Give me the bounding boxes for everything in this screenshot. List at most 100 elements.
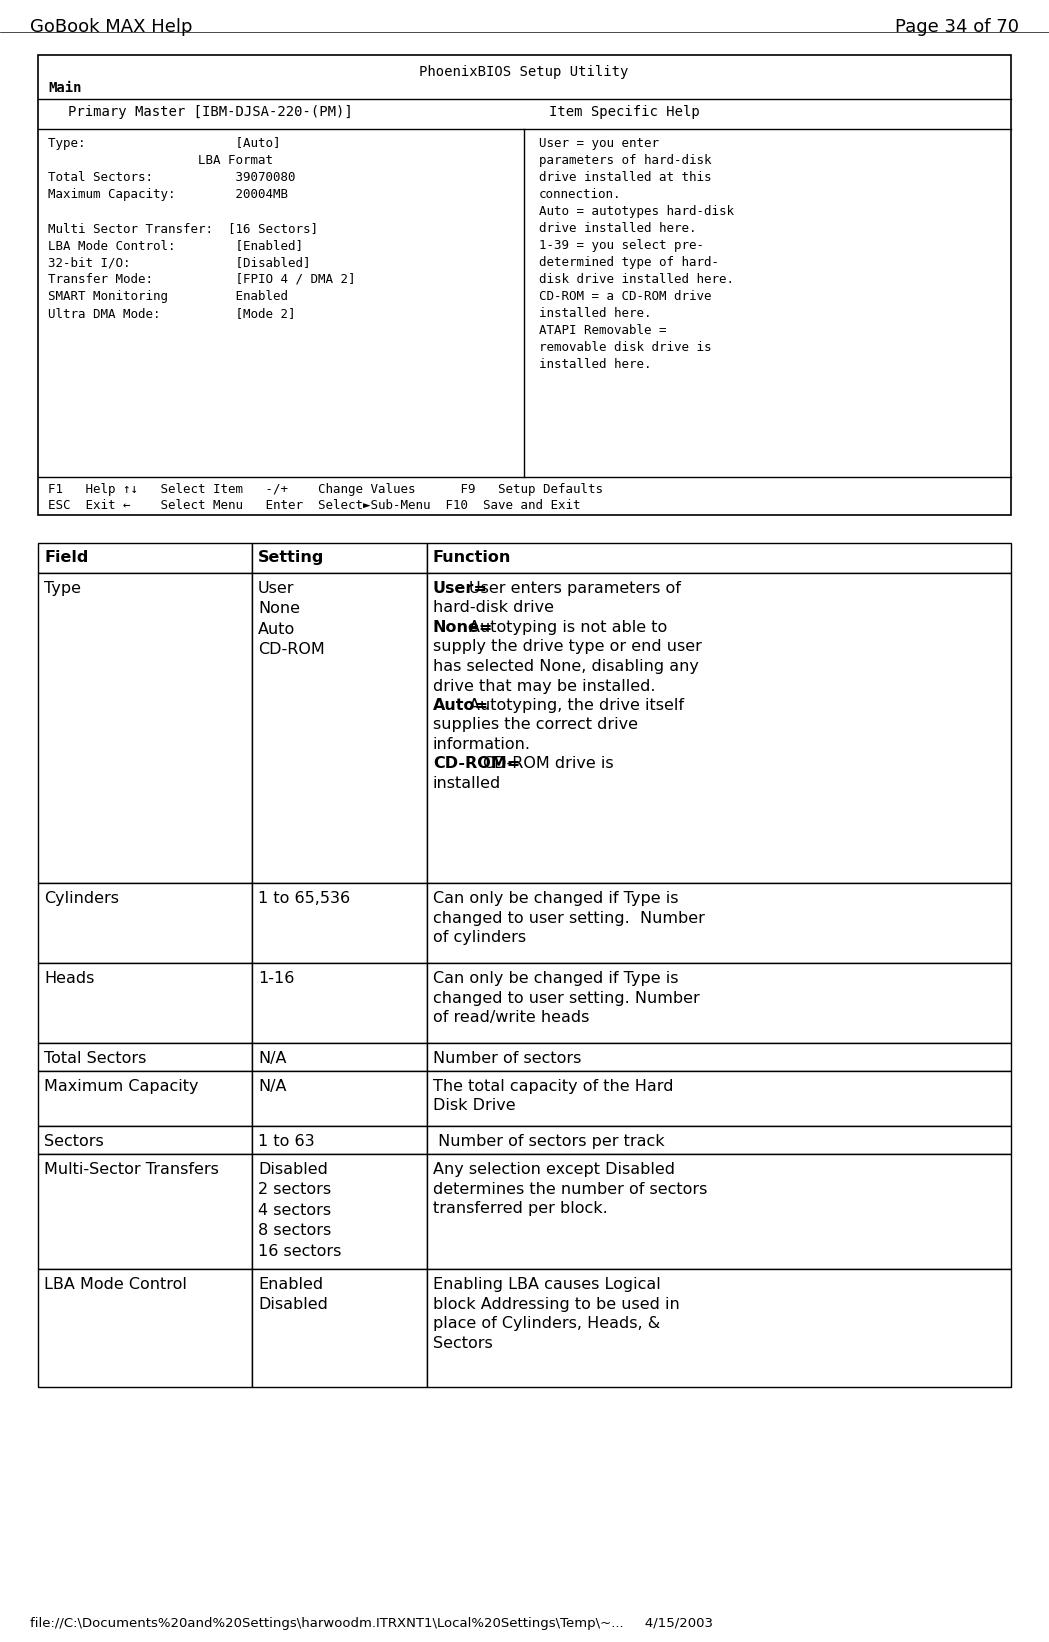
Text: Function: Function [433,550,511,565]
Bar [38,883,252,962]
Text: of cylinders: of cylinders [433,929,527,946]
Bar [427,1269,1011,1387]
Text: Main: Main [48,80,82,95]
Bar [427,544,1011,573]
Bar [427,1071,1011,1126]
Text: determined type of hard-: determined type of hard- [539,256,719,269]
Text: connection.: connection. [539,187,621,200]
Text: User enters parameters of: User enters parameters of [469,581,681,596]
Text: drive installed here.: drive installed here. [539,222,697,235]
Text: Can only be changed if Type is: Can only be changed if Type is [433,892,679,906]
Text: Auto = autotypes hard-disk: Auto = autotypes hard-disk [539,205,734,218]
Text: of read/write heads: of read/write heads [433,1010,590,1025]
Bar [38,1071,252,1126]
Bar [252,1071,427,1126]
Bar [38,1154,252,1269]
Text: supply the drive type or end user: supply the drive type or end user [433,639,702,655]
Text: LBA Mode Control: LBA Mode Control [44,1277,187,1292]
Text: The total capacity of the Hard: The total capacity of the Hard [433,1079,673,1094]
Text: Total Sectors: Total Sectors [44,1051,147,1066]
Text: changed to user setting.  Number: changed to user setting. Number [433,911,705,926]
Text: Disk Drive: Disk Drive [433,1098,516,1113]
Text: Number of sectors: Number of sectors [433,1051,581,1066]
Text: Multi Sector Transfer:  [16 Sectors]: Multi Sector Transfer: [16 Sectors] [48,222,318,235]
Text: Transfer Mode:           [FPIO 4 / DMA 2]: Transfer Mode: [FPIO 4 / DMA 2] [48,273,356,286]
Text: Cylinders: Cylinders [44,892,119,906]
Bar [427,573,1011,883]
Bar [38,544,252,573]
Bar [252,1126,427,1154]
Text: installed: installed [433,777,501,791]
Text: Heads: Heads [44,970,94,985]
Bar [252,1269,427,1387]
Text: SMART Monitoring         Enabled: SMART Monitoring Enabled [48,291,288,304]
Text: transferred per block.: transferred per block. [433,1200,607,1217]
Text: Page 34 of 70: Page 34 of 70 [895,18,1019,36]
Bar [38,573,252,883]
Text: place of Cylinders, Heads, &: place of Cylinders, Heads, & [433,1315,660,1332]
Text: 32-bit I/O:              [Disabled]: 32-bit I/O: [Disabled] [48,256,311,269]
Bar [427,962,1011,1043]
Text: Sectors: Sectors [44,1135,104,1149]
Text: Total Sectors:           39070080: Total Sectors: 39070080 [48,171,296,184]
Bar [427,1043,1011,1071]
Text: Enabled
Disabled: Enabled Disabled [258,1277,328,1312]
Bar [252,1043,427,1071]
Text: has selected None, disabling any: has selected None, disabling any [433,658,699,673]
Text: installed here.: installed here. [539,307,651,320]
Text: drive that may be installed.: drive that may be installed. [433,678,656,693]
Text: User
None
Auto
CD-ROM: User None Auto CD-ROM [258,581,325,657]
Text: ATAPI Removable =: ATAPI Removable = [539,323,666,337]
Text: Maximum Capacity:        20004MB: Maximum Capacity: 20004MB [48,187,288,200]
Bar [252,1154,427,1269]
Text: disk drive installed here.: disk drive installed here. [539,273,734,286]
Text: Ultra DMA Mode:          [Mode 2]: Ultra DMA Mode: [Mode 2] [48,307,296,320]
Text: 1 to 63: 1 to 63 [258,1135,315,1149]
Bar [252,962,427,1043]
Text: User=: User= [433,581,488,596]
Text: drive installed at this: drive installed at this [539,171,711,184]
Text: LBA Format: LBA Format [48,154,273,167]
Text: N/A: N/A [258,1079,286,1094]
Text: Autotyping, the drive itself: Autotyping, the drive itself [469,698,684,713]
Text: F1   Help ↑↓   Select Item   -/+    Change Values      F9   Setup Defaults: F1 Help ↑↓ Select Item -/+ Change Values… [48,483,603,496]
Text: PhoenixBIOS Setup Utility: PhoenixBIOS Setup Utility [420,66,628,79]
Text: Type:                    [Auto]: Type: [Auto] [48,136,280,149]
Text: changed to user setting. Number: changed to user setting. Number [433,990,700,1005]
Text: Primary Master [IBM-DJSA-220-(PM)]: Primary Master [IBM-DJSA-220-(PM)] [68,105,352,118]
Text: GoBook MAX Help: GoBook MAX Help [30,18,193,36]
Text: Field: Field [44,550,88,565]
Text: Enabling LBA causes Logical: Enabling LBA causes Logical [433,1277,661,1292]
Text: Any selection except Disabled: Any selection except Disabled [433,1163,675,1177]
Text: Type: Type [44,581,81,596]
Text: hard-disk drive: hard-disk drive [433,601,554,616]
Text: 1 to 65,536: 1 to 65,536 [258,892,350,906]
Bar [427,1154,1011,1269]
Text: Sectors: Sectors [433,1335,493,1350]
Bar [252,544,427,573]
Text: Auto=: Auto= [433,698,489,713]
Text: Autotyping is not able to: Autotyping is not able to [469,621,667,635]
Text: file://C:\Documents%20and%20Settings\harwoodm.ITRXNT1\Local%20Settings\Temp\~...: file://C:\Documents%20and%20Settings\har… [30,1617,713,1631]
Text: CD-ROM=: CD-ROM= [433,757,520,772]
Text: 1-16: 1-16 [258,970,295,985]
Bar [252,573,427,883]
Bar [38,1269,252,1387]
Text: ESC  Exit ←    Select Menu   Enter  Select►Sub-Menu  F10  Save and Exit: ESC Exit ← Select Menu Enter Select►Sub-… [48,499,580,512]
Text: LBA Mode Control:        [Enabled]: LBA Mode Control: [Enabled] [48,240,303,251]
Text: N/A: N/A [258,1051,286,1066]
Text: determines the number of sectors: determines the number of sectors [433,1182,707,1197]
Text: installed here.: installed here. [539,358,651,371]
Bar [38,1043,252,1071]
Text: Item Specific Help: Item Specific Help [549,105,700,118]
Text: Multi-Sector Transfers: Multi-Sector Transfers [44,1163,219,1177]
Bar [252,883,427,962]
Text: Maximum Capacity: Maximum Capacity [44,1079,198,1094]
Text: CD-ROM = a CD-ROM drive: CD-ROM = a CD-ROM drive [539,291,711,304]
Text: CD-ROM drive is: CD-ROM drive is [483,757,614,772]
Text: Disabled
2 sectors
4 sectors
8 sectors
16 sectors: Disabled 2 sectors 4 sectors 8 sectors 1… [258,1163,341,1259]
Bar [427,883,1011,962]
Text: User = you enter: User = you enter [539,136,659,149]
Text: parameters of hard-disk: parameters of hard-disk [539,154,711,167]
Text: information.: information. [433,737,531,752]
